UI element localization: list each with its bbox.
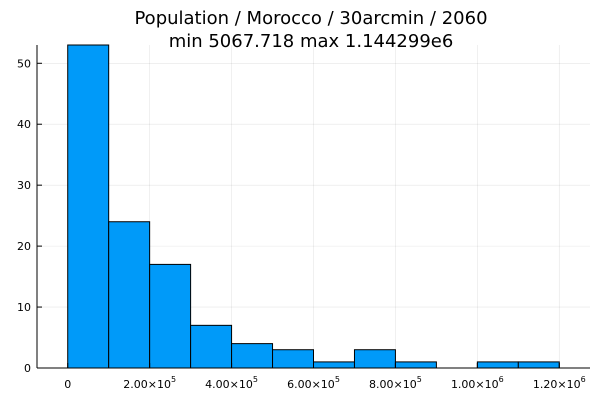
x-tick-labels: 0 2.00×105 4.00×105 6.00×105 8.00×105 1.00×10… — [64, 375, 585, 391]
x-tick-label: 6.00×105 — [287, 375, 340, 391]
chart-title-line-1: Population / Morocco / 30arcmin / 2060 — [134, 8, 487, 29]
x-tick-label: 2.00×105 — [123, 375, 176, 391]
histogram-bar — [517, 361, 560, 369]
x-tick-label: 1.20×106 — [533, 375, 586, 391]
histogram-bar — [353, 349, 396, 369]
x-tick-label: 0 — [64, 378, 71, 391]
histogram-bar — [67, 44, 110, 369]
histogram-bar — [149, 263, 192, 369]
y-tick-label: 10 — [17, 301, 31, 314]
histogram-bar — [231, 343, 274, 369]
histogram-bar — [394, 361, 437, 369]
x-tick-label: 4.00×105 — [205, 375, 258, 391]
y-tick-label: 40 — [17, 118, 31, 131]
histogram-bar — [313, 361, 355, 369]
y-tick-label: 20 — [17, 240, 31, 253]
histogram-bar — [108, 221, 151, 369]
axes — [36, 45, 590, 369]
chart-title-line-2: min 5067.718 max 1.144299e6 — [169, 31, 454, 52]
bars — [67, 44, 560, 369]
histogram-bar — [190, 324, 233, 369]
histogram-bar — [476, 361, 519, 369]
x-tick-label: 1.00×106 — [451, 375, 504, 391]
histogram-bar — [272, 349, 315, 369]
y-tick-label: 0 — [24, 362, 31, 375]
grid-lines — [37, 45, 590, 369]
y-tick-label: 30 — [17, 179, 31, 192]
y-tick-labels: 0 10 20 30 40 50 — [17, 57, 31, 375]
y-tick-label: 50 — [17, 57, 31, 70]
x-tick-label: 8.00×105 — [369, 375, 422, 391]
